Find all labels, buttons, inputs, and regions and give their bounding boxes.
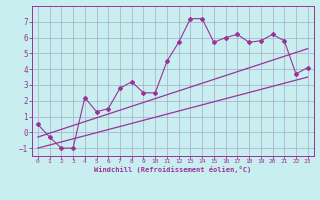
X-axis label: Windchill (Refroidissement éolien,°C): Windchill (Refroidissement éolien,°C) (94, 166, 252, 173)
